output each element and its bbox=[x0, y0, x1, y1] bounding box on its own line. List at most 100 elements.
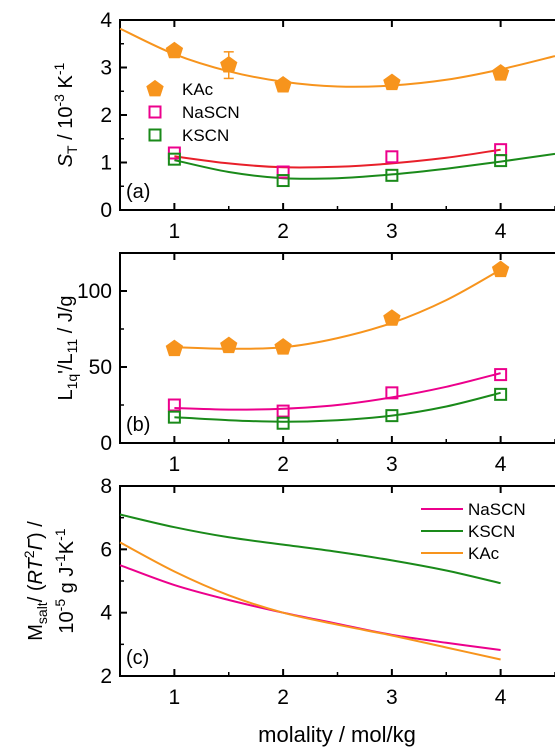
series-line-kac bbox=[119, 541, 501, 661]
ylabel-text: / ( bbox=[25, 584, 47, 602]
legend-marker-kac bbox=[146, 79, 164, 97]
legend-marker-kscn bbox=[148, 128, 162, 142]
data-point-kac bbox=[383, 309, 401, 326]
data-point-kac bbox=[274, 338, 292, 355]
ylabel-unit: K bbox=[55, 74, 77, 94]
y-tick-label: 1 bbox=[100, 152, 112, 175]
series-line-nascn bbox=[174, 148, 501, 169]
x-tick-label: 1 bbox=[169, 686, 181, 709]
x-axis-label: molality / mol/kg bbox=[258, 722, 416, 747]
data-point-kac bbox=[220, 336, 238, 354]
y-axis-label-b: L1q'/L11 / J/g bbox=[55, 295, 80, 400]
ylabel-text: M bbox=[25, 624, 47, 641]
x-tick-label: 3 bbox=[386, 686, 398, 709]
data-point-kscn bbox=[167, 410, 181, 424]
data-point-kac bbox=[274, 75, 292, 93]
ylabel-text: / 10 bbox=[55, 106, 77, 145]
panel-b: 1 2 3 4 0 50 100 (b) bbox=[77, 252, 555, 476]
y-tick-label: 6 bbox=[100, 538, 112, 561]
ylabel-text: g J bbox=[56, 567, 78, 599]
x-tick-label: 2 bbox=[277, 453, 289, 476]
ylabel-text: ) / bbox=[25, 521, 47, 539]
ylabel-symbol: S bbox=[55, 153, 77, 167]
y-axis-label-a: ST / 10-3 K-1 bbox=[51, 62, 80, 167]
ylabel-superscript: -1 bbox=[52, 554, 68, 567]
data-point-kac bbox=[220, 55, 238, 73]
legend-label-kscn: KSCN bbox=[468, 522, 515, 541]
ylabel-superscript: 2 bbox=[21, 550, 37, 558]
data-point-kscn bbox=[167, 152, 181, 166]
y-tick-label: 0 bbox=[100, 199, 112, 222]
data-point-kac bbox=[165, 339, 184, 357]
data-point-kac bbox=[491, 64, 510, 81]
x-tick-label: 1 bbox=[169, 453, 181, 476]
legend-label-kac: KAc bbox=[468, 544, 500, 563]
series-line-kac bbox=[174, 268, 502, 350]
panel-label: (c) bbox=[126, 647, 149, 669]
data-point-kscn bbox=[385, 168, 399, 182]
x-tick-label: 3 bbox=[386, 220, 398, 243]
x-tick-label: 4 bbox=[495, 453, 507, 476]
panel-a: 1 2 3 4 0 1 2 3 4 (a) bbox=[100, 9, 555, 243]
legend-label-kac: KAc bbox=[182, 80, 214, 99]
ylabel-superscript: -5 bbox=[52, 599, 68, 612]
legend-label-kscn: KSCN bbox=[182, 126, 229, 145]
x-tick-label: 4 bbox=[495, 220, 507, 243]
ylabel-subscript: salt bbox=[34, 602, 50, 624]
y-tick-label: 4 bbox=[100, 602, 112, 625]
ylabel-text: L bbox=[55, 389, 77, 400]
data-point-nascn bbox=[276, 404, 290, 418]
data-point-nascn bbox=[385, 386, 399, 400]
data-point-kac bbox=[165, 41, 184, 59]
data-point-nascn bbox=[494, 368, 508, 382]
y-axis-label-c-line1: Msalt/ (RT2Γ) / bbox=[21, 521, 50, 641]
data-point-kscn bbox=[494, 387, 508, 401]
y-tick-label: 3 bbox=[100, 57, 112, 80]
ylabel-text: 10 bbox=[56, 611, 78, 633]
ylabel-subscript: T bbox=[64, 145, 80, 154]
panel-c: 1 2 3 4 2 4 6 8 (c) bbox=[100, 475, 555, 709]
x-tick-label: 2 bbox=[277, 686, 289, 709]
ylabel-subscript: 11 bbox=[64, 339, 80, 354]
ylabel-subscript: 1q bbox=[64, 374, 80, 390]
y-tick-label: 50 bbox=[89, 356, 112, 379]
data-point-nascn bbox=[385, 150, 399, 164]
data-point-kscn bbox=[494, 154, 508, 168]
series-line-nascn bbox=[174, 372, 501, 411]
data-point-kscn bbox=[276, 174, 290, 188]
y-tick-label: 0 bbox=[100, 432, 112, 455]
legend-marker-nascn bbox=[148, 105, 162, 119]
series-line-kac bbox=[119, 27, 555, 88]
ylabel-superscript: -1 bbox=[52, 528, 68, 541]
series-line-nascn bbox=[119, 564, 501, 651]
ylabel-superscript: -1 bbox=[51, 62, 67, 75]
x-tick-label: 4 bbox=[495, 686, 507, 709]
y-tick-label: 8 bbox=[100, 475, 112, 498]
ylabel-superscript: -3 bbox=[51, 94, 67, 107]
data-point-kscn bbox=[276, 416, 290, 430]
x-tick-label: 1 bbox=[169, 220, 181, 243]
x-tick-label: 2 bbox=[277, 220, 289, 243]
panel-label: (a) bbox=[126, 181, 150, 203]
ylabel-text: '/L bbox=[55, 353, 77, 374]
ylabel-text: K bbox=[56, 540, 78, 554]
y-tick-label: 2 bbox=[100, 665, 112, 688]
ylabel-italic: Γ bbox=[25, 537, 47, 550]
ylabel-italic: RT bbox=[25, 556, 47, 584]
ylabel-text: / J/g bbox=[55, 295, 77, 338]
y-axis-label-c-line2: 10-5 g J-1K-1 bbox=[52, 528, 78, 633]
y-tick-label: 4 bbox=[100, 9, 112, 32]
data-point-kac bbox=[491, 260, 510, 278]
data-point-nascn bbox=[167, 398, 181, 412]
data-point-kscn bbox=[385, 409, 399, 423]
y-tick-label: 100 bbox=[77, 280, 112, 303]
legend-label-nascn: NaSCN bbox=[182, 103, 240, 122]
panel-label: (b) bbox=[126, 414, 150, 436]
data-point-nascn bbox=[276, 165, 290, 179]
series-line-kscn bbox=[119, 513, 501, 585]
series-line-kscn bbox=[174, 391, 501, 423]
y-tick-label: 2 bbox=[100, 104, 112, 127]
legend-label-nascn: NaSCN bbox=[468, 500, 526, 519]
data-point-kac bbox=[383, 73, 401, 91]
